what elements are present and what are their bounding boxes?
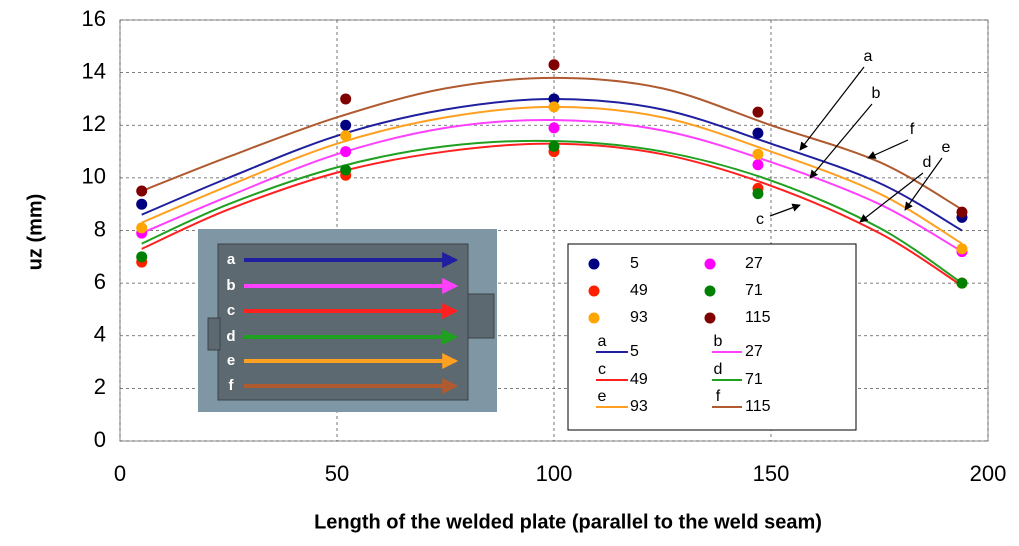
point bbox=[136, 198, 148, 210]
point bbox=[340, 164, 352, 176]
legend-label: 49 bbox=[630, 371, 648, 388]
plate bbox=[217, 243, 469, 401]
point bbox=[548, 59, 560, 71]
point bbox=[752, 148, 764, 160]
point bbox=[340, 130, 352, 142]
plate-tab bbox=[207, 317, 221, 351]
y-tick-label: 12 bbox=[82, 111, 106, 136]
annotation-label: c bbox=[756, 211, 764, 228]
y-tick-label: 0 bbox=[94, 427, 106, 452]
legend-marker bbox=[704, 258, 716, 270]
annotation-arrow bbox=[809, 103, 873, 179]
y-axis-title: uz (mm) bbox=[24, 194, 46, 271]
plate-tab bbox=[467, 293, 495, 339]
legend-tag: e bbox=[598, 388, 607, 405]
point bbox=[548, 93, 560, 105]
legend-tag: c bbox=[598, 361, 606, 378]
point bbox=[956, 277, 968, 289]
point bbox=[340, 93, 352, 105]
y-tick-label: 16 bbox=[82, 6, 106, 31]
legend-label: 115 bbox=[745, 309, 771, 326]
x-tick-label: 100 bbox=[536, 461, 573, 486]
annotation-arrow bbox=[904, 157, 943, 211]
point bbox=[340, 119, 352, 131]
annotation-arrow bbox=[769, 203, 801, 217]
annotation-label: e bbox=[942, 139, 951, 156]
legend-label: 115 bbox=[745, 398, 771, 415]
legend-tag: d bbox=[714, 361, 723, 378]
annotation-label: d bbox=[923, 154, 932, 171]
legend-label: 27 bbox=[745, 343, 763, 360]
inset-label: b bbox=[226, 277, 235, 294]
inset-label: d bbox=[226, 328, 235, 345]
annotation-arrow bbox=[859, 172, 924, 223]
y-tick-label: 4 bbox=[94, 322, 106, 347]
legend-label: 93 bbox=[630, 398, 648, 415]
legend-box bbox=[567, 243, 857, 431]
point bbox=[956, 243, 968, 255]
point bbox=[548, 122, 560, 134]
legend-label: 93 bbox=[630, 309, 648, 326]
legend-label: 49 bbox=[630, 282, 648, 299]
legend-label: 71 bbox=[745, 371, 763, 388]
legend-label: 5 bbox=[630, 255, 639, 272]
legend-marker bbox=[704, 285, 716, 297]
legend-marker bbox=[588, 285, 600, 297]
point bbox=[956, 206, 968, 218]
legend-label: 71 bbox=[745, 282, 763, 299]
x-tick-label: 150 bbox=[753, 461, 790, 486]
annotation-label: f bbox=[910, 121, 915, 138]
point bbox=[752, 159, 764, 171]
legend-marker bbox=[588, 312, 600, 324]
annotation-arrow bbox=[867, 139, 909, 159]
annotation-label: a bbox=[864, 48, 873, 65]
point bbox=[752, 106, 764, 118]
curve bbox=[141, 118, 963, 253]
point bbox=[752, 188, 764, 200]
legend-tag: f bbox=[716, 388, 721, 405]
legend-marker bbox=[588, 258, 600, 270]
curve bbox=[141, 76, 963, 211]
annotation-label: b bbox=[872, 85, 881, 102]
y-tick-label: 8 bbox=[94, 216, 106, 241]
legend-tag: a bbox=[598, 333, 607, 350]
inset-label: f bbox=[229, 377, 235, 394]
legend-tag: b bbox=[714, 333, 723, 350]
x-tick-label: 200 bbox=[970, 461, 1007, 486]
legend-label: 27 bbox=[745, 255, 763, 272]
y-tick-label: 14 bbox=[82, 58, 106, 83]
y-tick-label: 10 bbox=[82, 164, 106, 189]
point bbox=[136, 185, 148, 197]
point bbox=[136, 251, 148, 263]
point bbox=[548, 101, 560, 113]
annotation-arrow bbox=[799, 66, 865, 151]
point bbox=[340, 146, 352, 158]
x-axis-title: Length of the welded plate (parallel to … bbox=[314, 511, 822, 533]
inset-label: e bbox=[227, 352, 235, 369]
legend-marker bbox=[704, 312, 716, 324]
legend-label: 5 bbox=[630, 343, 639, 360]
point bbox=[136, 222, 148, 234]
point bbox=[752, 127, 764, 139]
x-tick-label: 0 bbox=[114, 461, 126, 486]
x-tick-label: 50 bbox=[325, 461, 349, 486]
inset-label: c bbox=[227, 302, 235, 319]
point bbox=[548, 140, 560, 152]
y-tick-label: 6 bbox=[94, 269, 106, 294]
y-tick-label: 2 bbox=[94, 374, 106, 399]
inset-label: a bbox=[227, 251, 236, 268]
